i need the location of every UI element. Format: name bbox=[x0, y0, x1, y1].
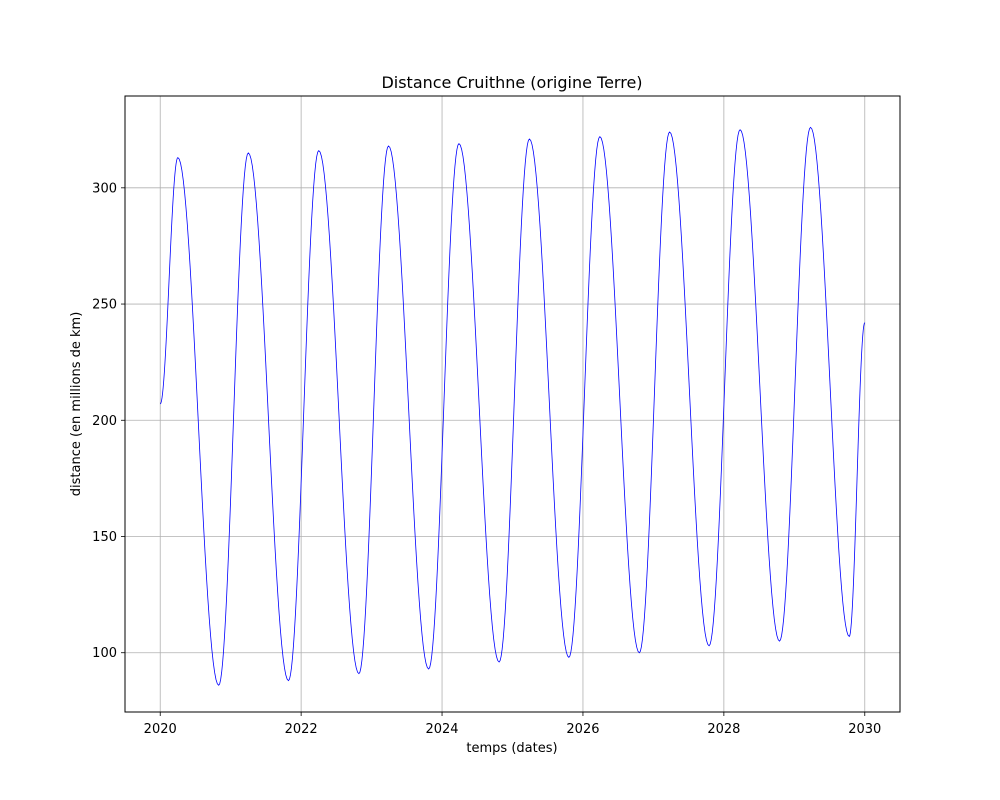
chart-title: Distance Cruithne (origine Terre) bbox=[381, 73, 642, 92]
y-axis-label: distance (en millions de km) bbox=[69, 312, 84, 497]
y-tick-label: 100 bbox=[92, 646, 117, 661]
y-tick-label: 150 bbox=[92, 530, 117, 545]
x-tick-label: 2030 bbox=[848, 722, 881, 737]
distance-series-line bbox=[159, 126, 866, 686]
x-tick-label: 2026 bbox=[566, 722, 599, 737]
x-tick-label: 2024 bbox=[425, 722, 458, 737]
y-tick-label: 300 bbox=[92, 181, 117, 196]
x-tick-label: 2028 bbox=[707, 722, 740, 737]
x-tick-label: 2020 bbox=[144, 722, 177, 737]
x-tick-label: 2022 bbox=[285, 722, 318, 737]
plot-area-frame bbox=[124, 95, 901, 713]
y-tick-label: 200 bbox=[92, 414, 117, 429]
x-axis-label: temps (dates) bbox=[466, 741, 557, 756]
axis-ticks: 2020 2022 2024 2026 2028 2030 100 150 200 250 300 bbox=[92, 181, 881, 737]
series-layer bbox=[159, 126, 866, 686]
y-tick-label: 250 bbox=[92, 298, 117, 313]
